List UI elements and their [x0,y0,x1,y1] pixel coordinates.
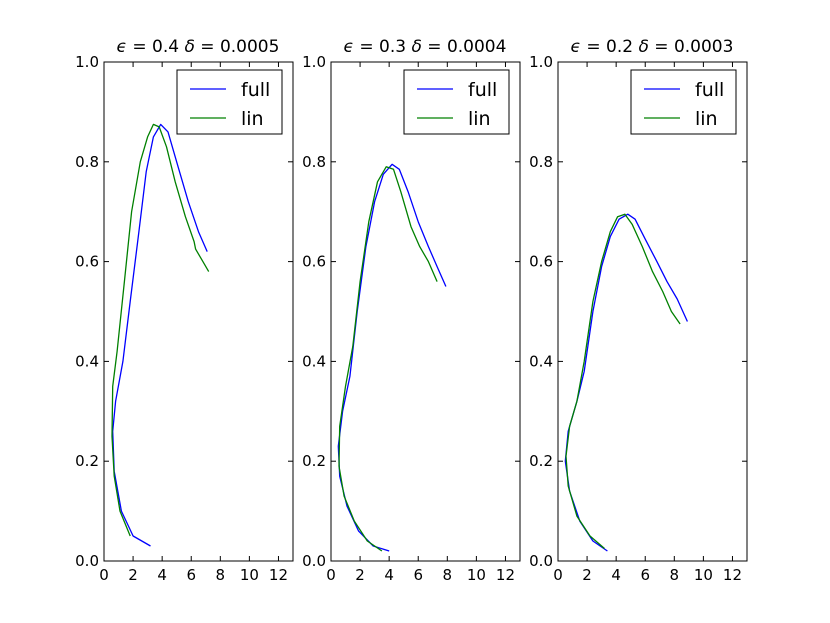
y-tick-label: 0.6 [302,253,326,271]
legend-box [176,69,283,135]
y-tick-label: 0.4 [302,352,326,370]
x-tick-label: 4 [384,566,394,584]
subplot-title: ϵ = 0.3 δ = 0.0004 [344,37,507,57]
legend-label-full: full [241,79,270,101]
legend-box [403,69,510,135]
legend: full lin [176,69,283,135]
x-tick-label: 8 [216,566,226,584]
legend-label-lin: lin [241,108,264,130]
x-tick-label: 12 [269,566,288,584]
y-tick-label: 0.2 [529,452,553,470]
x-tick-label: 6 [413,566,423,584]
x-tick-label: 8 [670,566,680,584]
tick-marks [557,61,747,562]
y-tick-label: 0.4 [529,352,553,370]
tick-marks [103,61,293,562]
y-tick-labels: 0.0 0.2 0.4 0.6 0.8 1.0 [75,53,99,570]
y-tick-label: 0.8 [529,153,553,171]
y-tick-label: 0.2 [75,452,99,470]
x-tick-labels: 0 2 4 6 8 10 12 [326,566,515,584]
series-line-lin [111,123,210,537]
axes-frame [103,61,294,562]
y-tick-label: 0.8 [75,153,99,171]
y-tick-label: 0.8 [302,153,326,171]
legend-label-lin: lin [468,108,491,130]
y-tick-label: 0.2 [302,452,326,470]
x-tick-label: 2 [355,566,365,584]
axes-frame [557,61,748,562]
subplot-1: ϵ = 0.4 δ = 0.0005 0.0 0.2 0.4 0.6 0.8 1.0 0 2… [75,37,294,584]
y-tick-labels: 0.0 0.2 0.4 0.6 0.8 1.0 [302,53,326,570]
series-line-lin [565,213,681,549]
y-tick-labels: 0.0 0.2 0.4 0.6 0.8 1.0 [529,53,553,570]
axes-frame [330,61,521,562]
plot-area [111,123,210,547]
x-tick-label: 10 [240,566,259,584]
y-tick-label: 1.0 [529,53,553,71]
subplot-2: ϵ = 0.3 δ = 0.0004 0.0 0.2 0.4 0.6 0.8 1.0 0 2… [302,37,521,584]
x-tick-label: 2 [128,566,138,584]
y-tick-label: 1.0 [75,53,99,71]
x-tick-label: 0 [99,566,109,584]
x-tick-label: 2 [582,566,592,584]
x-tick-label: 10 [467,566,486,584]
y-tick-label: 1.0 [302,53,326,71]
series-line-full [112,123,208,547]
x-tick-label: 4 [611,566,621,584]
subplot-title: ϵ = 0.2 δ = 0.0003 [571,37,734,57]
x-tick-labels: 0 2 4 6 8 10 12 [553,566,742,584]
y-tick-label: 0.0 [302,552,326,570]
y-tick-label: 0.0 [75,552,99,570]
y-tick-label: 0.6 [529,253,553,271]
x-tick-label: 12 [496,566,515,584]
y-tick-label: 0.0 [529,552,553,570]
x-tick-label: 8 [443,566,453,584]
x-tick-label: 0 [553,566,563,584]
plot-area [564,213,688,552]
series-line-lin [338,166,438,552]
series-line-full [564,213,688,552]
subplot-3: ϵ = 0.2 δ = 0.0003 0.0 0.2 0.4 0.6 0.8 1.0 0 2… [529,37,748,584]
legend-label-full: full [468,79,497,101]
subplot-title: ϵ = 0.4 δ = 0.0005 [117,37,280,57]
legend: full lin [403,69,510,135]
series-line-full [337,163,447,552]
x-tick-label: 6 [640,566,650,584]
x-tick-labels: 0 2 4 6 8 10 12 [99,566,288,584]
y-tick-label: 0.4 [75,352,99,370]
legend: full lin [630,69,737,135]
x-tick-label: 12 [723,566,742,584]
y-tick-label: 0.6 [75,253,99,271]
legend-label-lin: lin [695,108,718,130]
legend-box [630,69,737,135]
x-tick-label: 10 [694,566,713,584]
plot-area [337,163,447,552]
x-tick-label: 6 [186,566,196,584]
legend-label-full: full [695,79,724,101]
x-tick-label: 0 [326,566,336,584]
x-tick-label: 4 [157,566,167,584]
tick-marks [330,61,520,562]
